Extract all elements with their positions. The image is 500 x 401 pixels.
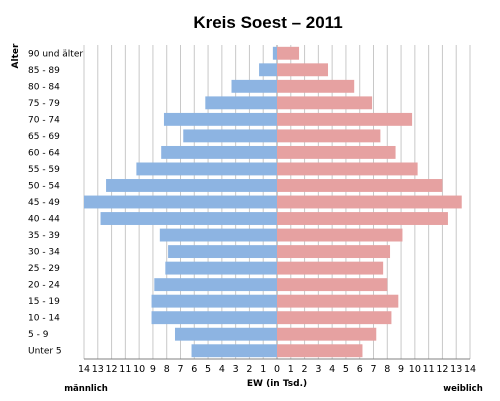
bar-female xyxy=(277,294,399,308)
category-label: 10 - 14 xyxy=(28,314,60,324)
x-tick-label: 4 xyxy=(219,364,225,375)
x-tick-label: 5 xyxy=(205,364,211,375)
category-label: 65 - 69 xyxy=(28,132,60,142)
bar-male xyxy=(159,228,277,242)
bar-male xyxy=(106,179,277,192)
bar-female xyxy=(277,79,355,93)
x-tick-label: 7 xyxy=(370,364,376,375)
bar-male xyxy=(163,112,277,126)
bar-male xyxy=(191,344,277,358)
x-tick-label: 6 xyxy=(191,364,197,375)
bar-male xyxy=(161,145,277,159)
chart-title: Kreis Soest – 2011 xyxy=(193,13,342,32)
category-label: 35 - 39 xyxy=(28,231,60,241)
y-axis-label: Alter xyxy=(11,43,21,68)
bar-male xyxy=(231,79,277,93)
bar-female xyxy=(277,46,300,60)
category-label: 25 - 29 xyxy=(28,264,60,274)
bar-male xyxy=(165,261,277,275)
x-tick-label: 12 xyxy=(106,364,118,375)
category-label: 75 - 79 xyxy=(28,99,60,109)
bar-female xyxy=(277,245,391,259)
bar-female xyxy=(277,145,396,159)
bar-male xyxy=(174,327,277,341)
x-tick-label: 11 xyxy=(423,364,435,375)
bar-male xyxy=(151,311,277,325)
right-side-label: weiblich xyxy=(443,384,483,394)
category-label: 5 - 9 xyxy=(28,330,49,340)
x-tick-label: 9 xyxy=(150,364,156,375)
bar-male xyxy=(168,245,277,259)
bar-female xyxy=(277,228,403,242)
category-label: 70 - 74 xyxy=(28,115,60,125)
x-tick-label: 3 xyxy=(233,364,239,375)
category-label: 80 - 84 xyxy=(28,82,60,92)
bar-female xyxy=(277,63,329,77)
bar-male xyxy=(259,63,277,77)
bar-male xyxy=(272,46,277,60)
bar-female xyxy=(277,327,377,341)
x-tick-label: 11 xyxy=(119,364,131,375)
bar-female xyxy=(277,195,462,209)
x-tick-label: 13 xyxy=(92,364,104,375)
category-label: 30 - 34 xyxy=(28,248,60,258)
bar-male xyxy=(154,278,277,292)
x-tick-label: 2 xyxy=(302,364,308,375)
category-label: 40 - 44 xyxy=(28,215,60,225)
category-label: 90 und älter xyxy=(28,49,83,59)
x-tick-label: 1 xyxy=(260,364,266,375)
bar-female xyxy=(277,212,448,225)
category-label: 85 - 89 xyxy=(28,66,60,76)
x-axis-label: EW (in Tsd.) xyxy=(247,379,307,389)
bar-male xyxy=(151,294,277,308)
male-series xyxy=(84,46,278,358)
category-label: 50 - 54 xyxy=(28,181,60,191)
x-tick-label: 12 xyxy=(436,364,448,375)
bar-female xyxy=(277,96,373,110)
category-label: 60 - 64 xyxy=(28,148,60,158)
x-tick-label: 0 xyxy=(274,364,280,375)
female-series xyxy=(277,46,462,358)
x-tick-label: 4 xyxy=(329,364,335,375)
bar-female xyxy=(277,112,413,126)
bar-female xyxy=(277,261,384,275)
bar-female xyxy=(277,311,392,325)
x-tick-label: 7 xyxy=(177,364,183,375)
category-label: Unter 5 xyxy=(28,347,62,357)
bar-female xyxy=(277,278,388,292)
bar-female xyxy=(277,344,363,358)
x-tick-label: 14 xyxy=(78,364,90,375)
bar-male xyxy=(100,212,278,225)
x-tick-label: 5 xyxy=(343,364,349,375)
x-tick-label: 10 xyxy=(409,364,421,375)
left-side-label: männlich xyxy=(64,384,108,394)
x-tick-labels: 14 13 12 11 10 9 8 7 6 5 4 3 2 1 0 1 2 3 4 5 6 7 8 9 10 11 12 13 14 xyxy=(78,364,476,375)
x-tick-label: 9 xyxy=(398,364,404,375)
bar-male xyxy=(136,162,277,176)
bar-male xyxy=(205,96,277,110)
bar-female xyxy=(277,162,418,176)
x-tick-label: 3 xyxy=(315,364,321,375)
x-tick-label: 13 xyxy=(450,364,462,375)
x-tick-label: 2 xyxy=(246,364,252,375)
category-label: 15 - 19 xyxy=(28,297,60,307)
bar-male xyxy=(84,195,277,209)
category-label: 20 - 24 xyxy=(28,281,60,291)
x-tick-label: 6 xyxy=(357,364,363,375)
category-label: 55 - 59 xyxy=(28,165,60,175)
x-tick-label: 8 xyxy=(384,364,390,375)
bar-male xyxy=(183,129,277,143)
category-label: 45 - 49 xyxy=(28,198,60,208)
bar-female xyxy=(277,179,443,192)
bar-female xyxy=(277,129,381,143)
x-tick-label: 14 xyxy=(464,364,476,375)
x-tick-label: 8 xyxy=(164,364,170,375)
category-labels: 90 und älter 85 - 89 80 - 84 75 - 79 70 - 74… xyxy=(28,49,83,356)
x-tick-label: 10 xyxy=(133,364,145,375)
x-tick-label: 1 xyxy=(288,364,294,375)
